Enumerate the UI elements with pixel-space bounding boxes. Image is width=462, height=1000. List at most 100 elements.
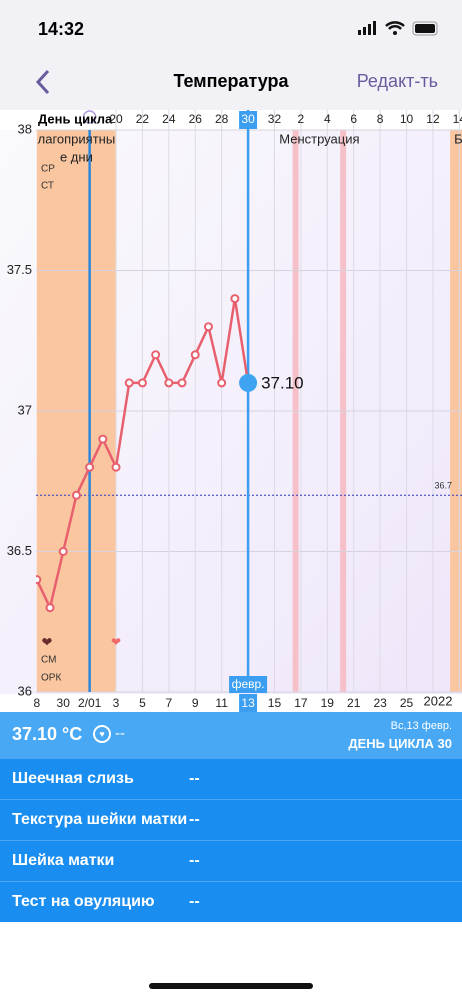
- band-label: е дни: [60, 149, 93, 164]
- temperature-note: --: [115, 725, 125, 742]
- point: [71, 490, 81, 500]
- nav-title: Температура: [173, 71, 289, 91]
- x-tick-label: 28: [215, 112, 229, 126]
- y-tick-label: 36: [18, 683, 32, 698]
- ovulation-marker: [82, 110, 97, 124]
- x-tick-label: 4: [324, 112, 331, 126]
- date-tick-label: 21: [347, 696, 361, 710]
- date-tick-label: 23: [373, 696, 387, 710]
- detail-value: --: [189, 893, 200, 910]
- detail-row[interactable]: Шеечная слизь --: [0, 758, 462, 799]
- detail-value: --: [189, 811, 200, 828]
- date-tick-label: 19: [321, 696, 335, 710]
- heart-icon: ❤: [111, 635, 121, 649]
- x-tick-label: 22: [136, 112, 150, 126]
- side-label: СТ: [41, 181, 54, 192]
- chart-screen: 14:32 Температура Редакт-ть лагоприятны е…: [0, 0, 462, 712]
- date-tick-label: 25: [400, 696, 414, 710]
- x-tick-label: 24: [162, 112, 176, 126]
- point: [217, 378, 227, 388]
- date-tick-label: 3: [113, 696, 120, 710]
- y-tick-label: 36.5: [7, 543, 32, 558]
- detail-value: --: [189, 852, 200, 869]
- y-tick-label: 37: [18, 402, 32, 417]
- detail-label: Шейка матки: [12, 852, 115, 869]
- details-panel: 37.10 °C ♥ -- Вс,13 февр. ДЕНЬ ЦИКЛА 30 …: [0, 712, 462, 922]
- detail-label: Тест на овуляцию: [12, 893, 155, 910]
- band-label: Бл: [454, 131, 462, 146]
- date-bar: [0, 694, 462, 712]
- year-label: 2022: [424, 693, 453, 708]
- x-tick-label: 32: [268, 112, 282, 126]
- selected-point: [239, 373, 258, 392]
- x-tick-label: 10: [400, 112, 414, 126]
- x-tick-label: 14: [453, 112, 462, 126]
- point: [203, 322, 213, 332]
- status-icons: [358, 21, 438, 36]
- heart-icon: ♥: [93, 725, 111, 743]
- x-tick-label: 8: [377, 112, 384, 126]
- x-axis-label: День цикла: [38, 111, 113, 126]
- date: Вс,13 февр.: [390, 720, 452, 732]
- y-tick-label: 38: [18, 121, 32, 136]
- x-tick-label: 6: [350, 112, 357, 126]
- x-tick-label: 2: [298, 112, 305, 126]
- details-header: 37.10 °C ♥ -- Вс,13 февр. ДЕНЬ ЦИКЛА 30: [0, 712, 462, 758]
- date-tick-label: 5: [139, 696, 146, 710]
- header-bg: [0, 0, 462, 110]
- point: [177, 378, 187, 388]
- x-tick-label: 20: [109, 112, 123, 126]
- point: [98, 434, 108, 444]
- point: [164, 378, 174, 388]
- band-label: лагоприятны: [38, 131, 116, 146]
- status-time: 14:32: [38, 19, 84, 39]
- cover-line-label: 36.7: [434, 481, 452, 491]
- month-label: февр.: [232, 677, 265, 691]
- date-tick-label: 15: [268, 696, 282, 710]
- point: [111, 462, 121, 472]
- date-tick-label: 9: [192, 696, 199, 710]
- x-tick-label: 30: [241, 112, 255, 126]
- cycle-day: ДЕНЬ ЦИКЛА 30: [348, 736, 452, 751]
- detail-rows: Шеечная слизь -- Текстура шейки матки -- Шей…: [0, 758, 462, 922]
- date-tick-label: 17: [294, 696, 308, 710]
- temperature: 37.10 °C: [12, 724, 83, 744]
- value-label: 37.10: [261, 373, 304, 392]
- heart-icon: ❤: [42, 634, 53, 649]
- point: [45, 603, 55, 613]
- cycle-bar: [0, 110, 462, 130]
- detail-row[interactable]: Тест на овуляцию --: [0, 881, 462, 922]
- point: [58, 547, 68, 556]
- home-indicator: [149, 983, 313, 989]
- date-tick-label: 30: [57, 696, 71, 710]
- detail-label: Текстура шейки матки: [12, 811, 188, 828]
- x-tick-label: 26: [189, 112, 203, 126]
- point: [137, 378, 147, 388]
- y-tick-label: 37.5: [7, 262, 32, 277]
- side-label: ОРК: [41, 673, 61, 684]
- point: [124, 378, 134, 388]
- point: [36, 575, 42, 585]
- selected-cycle-box: [239, 111, 258, 129]
- date-tick-label: 7: [166, 696, 173, 710]
- plot: [36, 110, 462, 693]
- detail-row[interactable]: Шейка матки --: [0, 840, 462, 881]
- menstruation-label: Менструация: [279, 131, 359, 146]
- side-label: СМ: [41, 655, 56, 666]
- date-tick-label: 11: [215, 696, 228, 710]
- edit-button[interactable]: Редакт-ть: [357, 71, 438, 91]
- point: [230, 294, 240, 304]
- date-tick-label: 2/01: [78, 696, 102, 710]
- point: [85, 462, 95, 472]
- side-label: СР: [41, 164, 55, 175]
- detail-row[interactable]: Текстура шейки матки --: [0, 799, 462, 840]
- back-button[interactable]: [35, 69, 50, 95]
- date-tick-label: 13: [241, 696, 255, 710]
- point: [190, 350, 200, 360]
- point: [151, 350, 161, 360]
- selected-date-box: [239, 694, 258, 712]
- x-tick-label: 12: [426, 112, 440, 126]
- detail-label: Шеечная слизь: [12, 770, 134, 787]
